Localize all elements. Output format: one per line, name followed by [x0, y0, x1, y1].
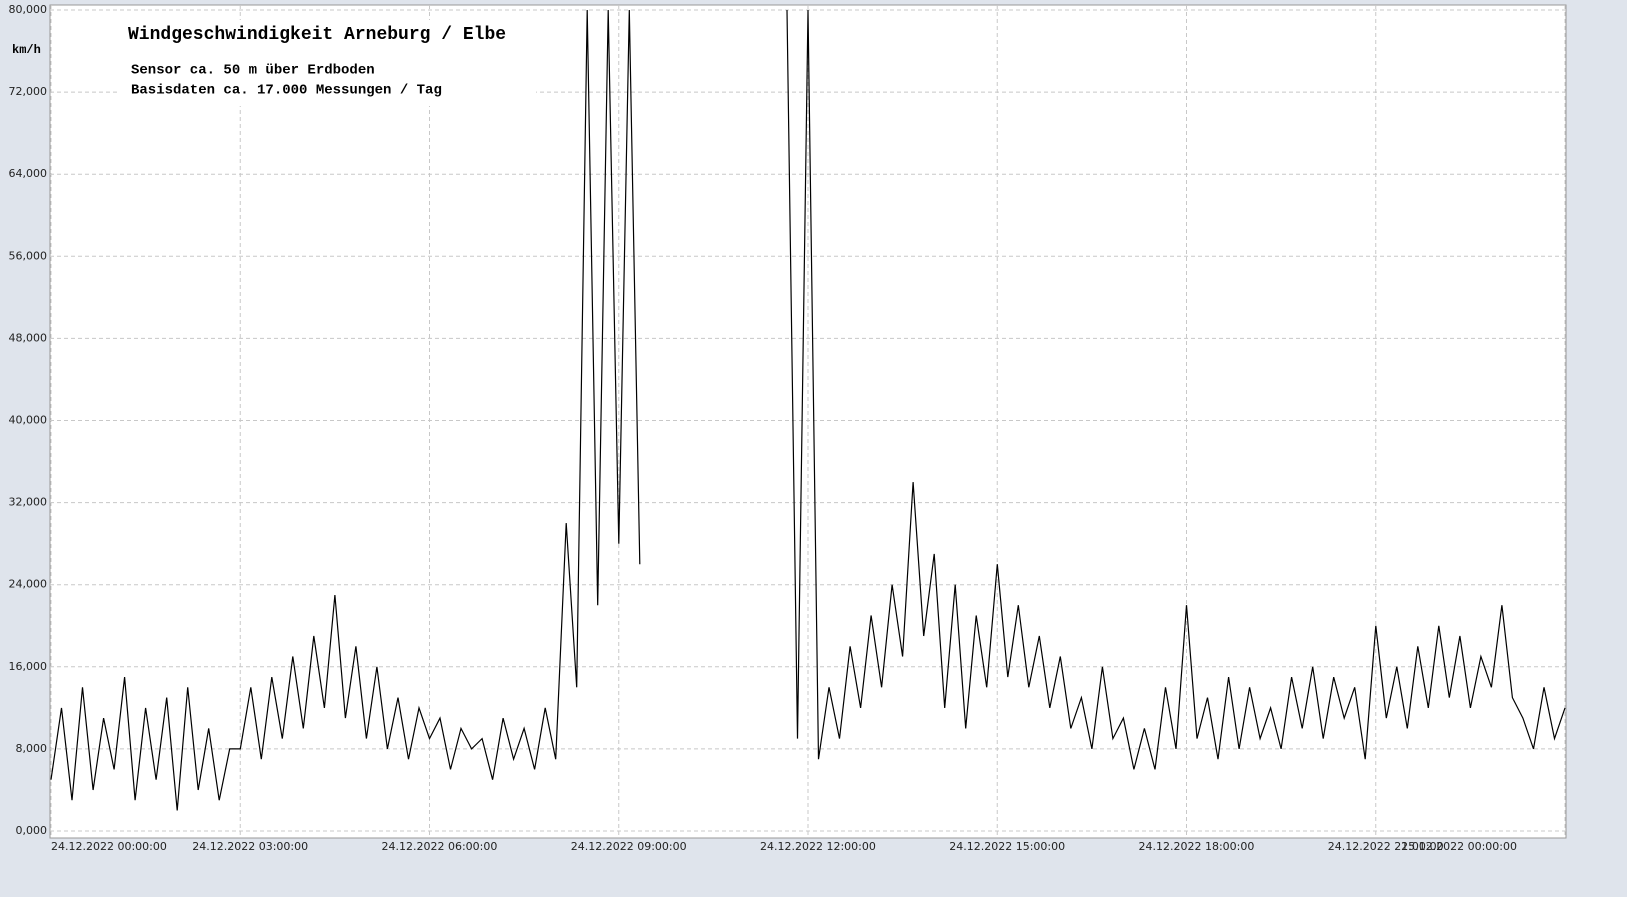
- y-tick-label: 40,000: [9, 414, 48, 427]
- x-tick-label: 24.12.2022 06:00:00: [382, 840, 498, 853]
- title-box: [118, 20, 536, 106]
- y-tick-label: 16,000: [9, 660, 48, 673]
- y-tick-label: 8,000: [16, 742, 48, 755]
- data-line: [50, 9, 1566, 811]
- y-tick-label: 48,000: [9, 331, 48, 344]
- y-tick-label: 72,000: [9, 85, 48, 98]
- y-tick-label: 80,000: [9, 3, 48, 16]
- x-tick-label: 24.12.2022 18:00:00: [1139, 840, 1255, 853]
- y-axis-label: km/h: [12, 43, 41, 57]
- y-tick-label: 56,000: [9, 249, 48, 262]
- x-tick-label: 24.12.2022 12:00:00: [760, 840, 876, 853]
- chart-title: Windgeschwindigkeit Arneburg / Elbe: [128, 25, 506, 45]
- x-tick-label: 24.12.2022 21:00:00: [1328, 840, 1444, 853]
- x-tick-label: 24.12.2022 00:00:00: [51, 840, 167, 853]
- y-tick-label: 64,000: [9, 167, 48, 180]
- y-tick-label: 24,000: [9, 578, 48, 591]
- x-tick-label: 24.12.2022 03:00:00: [192, 840, 308, 853]
- y-tick-label: 32,000: [9, 496, 48, 509]
- x-tick-label: 25.12.2022 00:00:00: [1401, 840, 1517, 853]
- x-tick-label: 24.12.2022 09:00:00: [571, 840, 687, 853]
- x-tick-label: 24.12.2022 15:00:00: [949, 840, 1065, 853]
- y-tick-label: 0,000: [16, 824, 48, 837]
- subtitle: Sensor ca. 50 m über Erdboden: [131, 63, 375, 79]
- subtitle: Basisdaten ca. 17.000 Messungen / Tag: [131, 83, 442, 99]
